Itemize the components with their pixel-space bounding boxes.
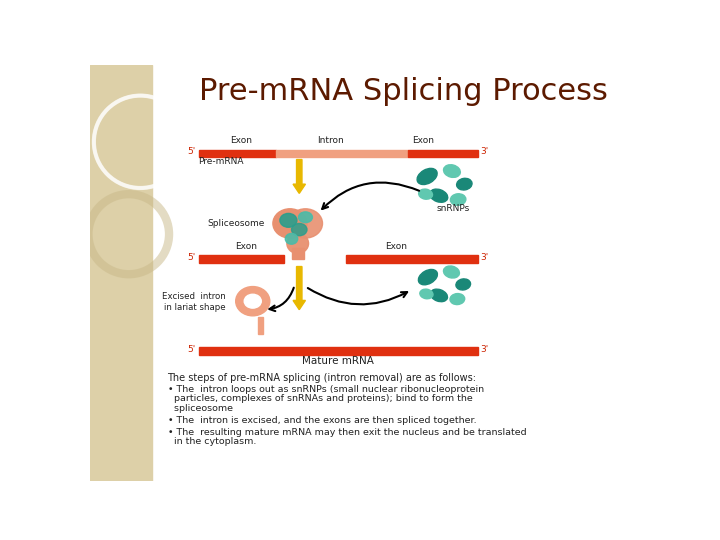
FancyArrow shape [293,159,305,193]
Text: Spliceosome: Spliceosome [208,219,265,228]
Text: snRNPs: snRNPs [436,204,469,213]
Ellipse shape [289,209,323,238]
Text: in the cytoplasm.: in the cytoplasm. [168,437,256,447]
Text: spliceosome: spliceosome [168,403,233,413]
Ellipse shape [420,289,433,299]
Bar [276,150,408,157]
Text: 3': 3' [481,345,489,354]
Text: Excised  intron
in lariat shape: Excised intron in lariat shape [162,292,225,312]
Ellipse shape [444,266,459,278]
Ellipse shape [417,168,437,185]
FancyArrow shape [258,316,264,334]
Bar [199,347,477,355]
Text: • The  intron loops out as snRNPs (small nuclear ribonucleoprotein: • The intron loops out as snRNPs (small … [168,385,484,394]
Text: Exon: Exon [230,136,252,145]
Ellipse shape [292,224,307,236]
Ellipse shape [450,294,464,305]
Bar [292,248,304,259]
Text: The steps of pre-mRNA splicing (intron removal) are as follows:: The steps of pre-mRNA splicing (intron r… [168,373,477,383]
Text: Pre-mRNA Splicing Process: Pre-mRNA Splicing Process [199,77,608,106]
Text: 3': 3' [481,147,489,156]
Ellipse shape [287,233,309,253]
FancyArrow shape [293,267,305,309]
Ellipse shape [273,209,307,238]
Ellipse shape [444,165,460,178]
Text: Mature mRNA: Mature mRNA [302,355,374,366]
Ellipse shape [285,233,297,244]
Ellipse shape [299,212,312,222]
Text: • The  resulting mature mRNA may then exit the nucleus and be translated: • The resulting mature mRNA may then exi… [168,428,526,437]
Bar [346,255,477,262]
Text: 5': 5' [187,147,195,156]
Bar [90,65,152,481]
Ellipse shape [456,178,472,190]
Bar [199,150,276,157]
Text: Exon: Exon [235,242,258,251]
Ellipse shape [235,287,270,316]
Text: 5': 5' [187,345,195,354]
Text: particles, complexes of snRNAs and proteins); bind to form the: particles, complexes of snRNAs and prote… [168,394,472,403]
Text: Intron: Intron [317,136,343,145]
Bar [199,255,284,262]
Ellipse shape [418,269,438,285]
Ellipse shape [244,294,261,308]
Text: Pre-mRNA: Pre-mRNA [199,157,244,166]
Text: Exon: Exon [413,136,434,145]
Ellipse shape [456,279,471,290]
Text: Exon: Exon [385,242,407,251]
Ellipse shape [431,289,448,302]
Text: • The  intron is excised, and the exons are then spliced together.: • The intron is excised, and the exons a… [168,416,476,425]
Bar [408,150,477,157]
Ellipse shape [418,189,433,199]
Text: 3': 3' [481,253,489,261]
Ellipse shape [280,213,297,227]
Ellipse shape [430,189,448,202]
Text: 5': 5' [187,253,195,261]
Ellipse shape [451,194,466,205]
